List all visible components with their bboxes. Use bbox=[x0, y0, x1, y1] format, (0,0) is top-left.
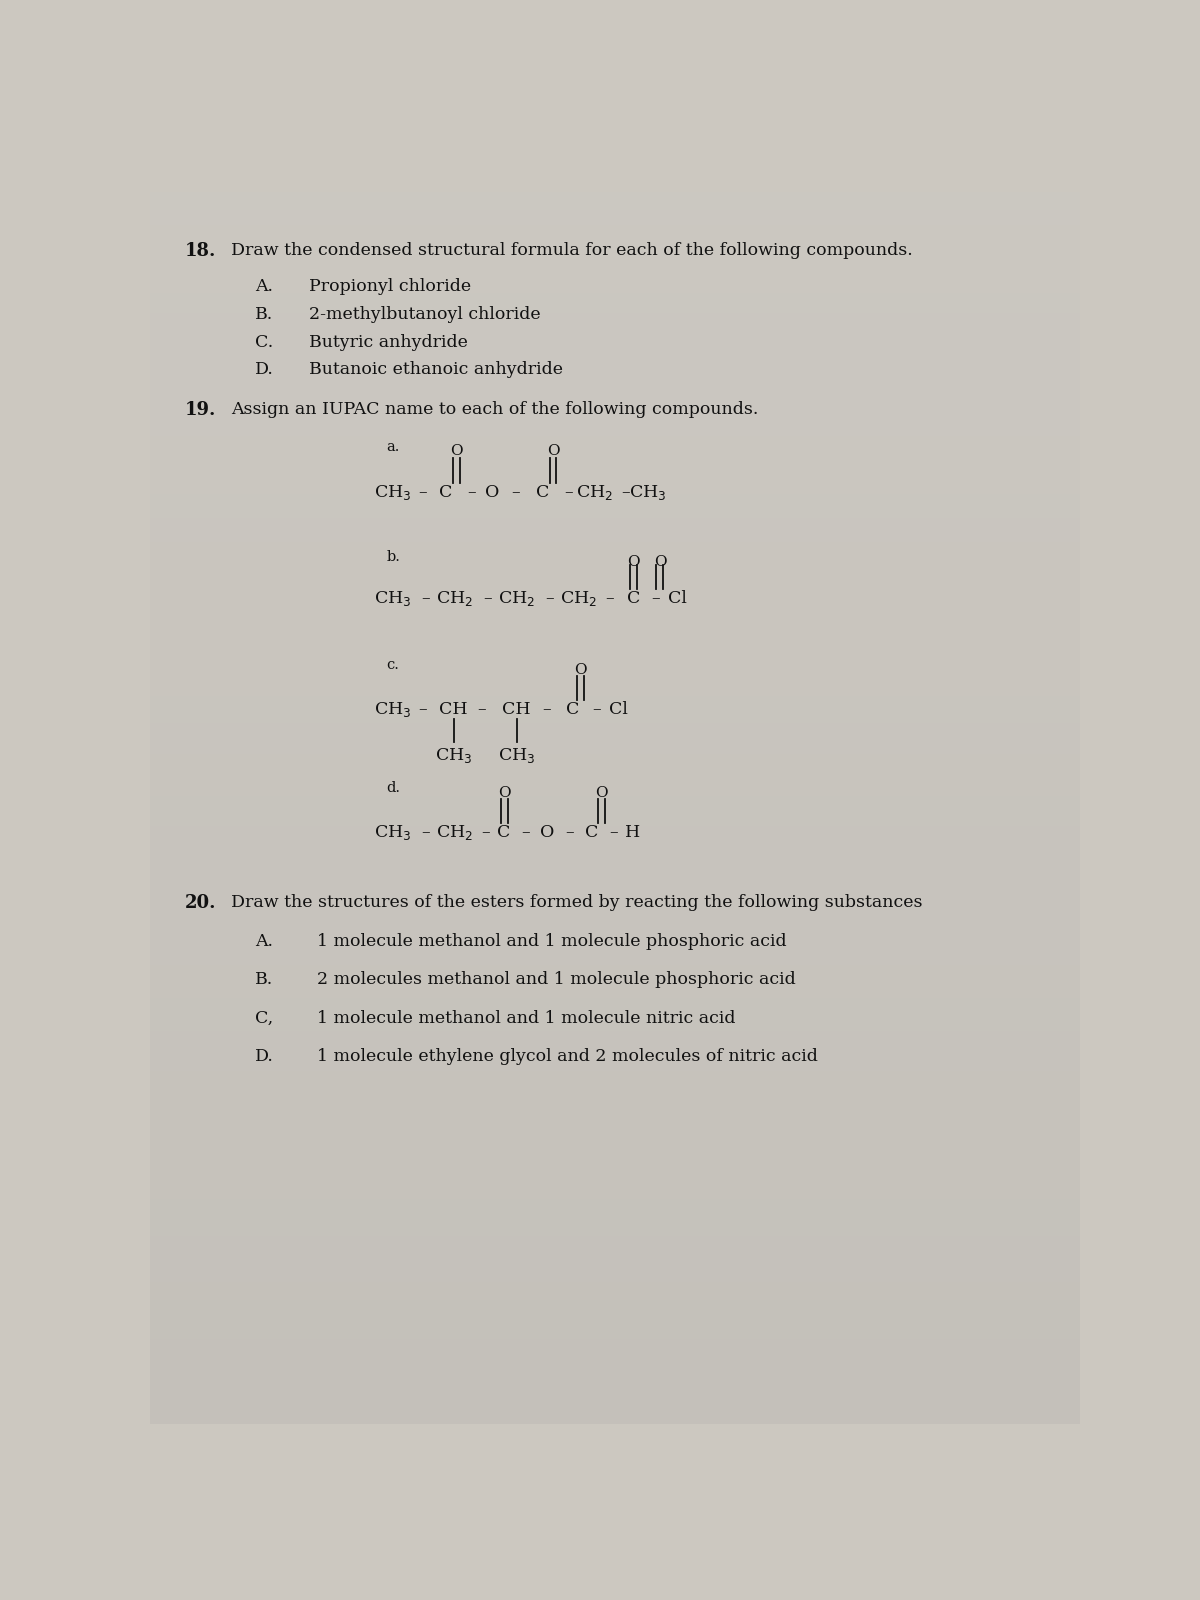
Text: 20.: 20. bbox=[185, 894, 216, 912]
Text: C: C bbox=[536, 483, 550, 501]
Text: –: – bbox=[467, 483, 476, 501]
Text: –: – bbox=[421, 824, 430, 842]
Text: –: – bbox=[419, 701, 427, 718]
Text: Draw the condensed structural formula for each of the following compounds.: Draw the condensed structural formula fo… bbox=[232, 242, 913, 259]
Text: –: – bbox=[511, 483, 520, 501]
Text: –: – bbox=[620, 483, 629, 501]
Text: CH$_2$: CH$_2$ bbox=[498, 589, 535, 608]
Text: A.: A. bbox=[254, 933, 272, 950]
Text: –: – bbox=[482, 590, 492, 606]
Text: CH$_2$: CH$_2$ bbox=[560, 589, 598, 608]
Text: –: – bbox=[545, 590, 553, 606]
Text: –: – bbox=[478, 701, 486, 718]
Text: 1 molecule ethylene glycol and 2 molecules of nitric acid: 1 molecule ethylene glycol and 2 molecul… bbox=[317, 1048, 817, 1066]
Text: Butyric anhydride: Butyric anhydride bbox=[308, 334, 468, 350]
Text: –: – bbox=[650, 590, 660, 606]
Text: CH$_3$: CH$_3$ bbox=[498, 746, 535, 765]
Text: 2 molecules methanol and 1 molecule phosphoric acid: 2 molecules methanol and 1 molecule phos… bbox=[317, 971, 796, 989]
Text: d.: d. bbox=[386, 781, 401, 795]
Text: –: – bbox=[610, 824, 618, 842]
Text: 1 molecule methanol and 1 molecule phosphoric acid: 1 molecule methanol and 1 molecule phosp… bbox=[317, 933, 786, 950]
Text: 19.: 19. bbox=[185, 402, 216, 419]
Text: CH$_3$: CH$_3$ bbox=[374, 822, 412, 842]
Text: –: – bbox=[592, 701, 601, 718]
Text: –: – bbox=[542, 701, 551, 718]
Text: –: – bbox=[421, 590, 430, 606]
Text: O: O bbox=[595, 786, 607, 800]
Text: CH$_2$: CH$_2$ bbox=[576, 483, 613, 502]
Text: –: – bbox=[605, 590, 614, 606]
Text: O: O bbox=[547, 443, 559, 458]
Text: Assign an IUPAC name to each of the following compounds.: Assign an IUPAC name to each of the foll… bbox=[232, 402, 758, 419]
Text: O: O bbox=[574, 662, 587, 677]
Text: C: C bbox=[498, 824, 511, 842]
Text: C,: C, bbox=[254, 1010, 272, 1027]
Text: CH$_2$: CH$_2$ bbox=[436, 822, 473, 842]
Text: O: O bbox=[654, 555, 666, 570]
Text: c.: c. bbox=[386, 658, 400, 672]
Text: –: – bbox=[522, 824, 530, 842]
Text: Butanoic ethanoic anhydride: Butanoic ethanoic anhydride bbox=[308, 362, 563, 378]
Text: Cl: Cl bbox=[667, 590, 686, 606]
Text: –: – bbox=[481, 824, 490, 842]
Text: D.: D. bbox=[254, 1048, 274, 1066]
Text: O: O bbox=[498, 786, 510, 800]
Text: B.: B. bbox=[254, 971, 272, 989]
Text: CH: CH bbox=[439, 701, 468, 718]
Text: D.: D. bbox=[254, 362, 274, 378]
Text: CH$_3$: CH$_3$ bbox=[436, 746, 473, 765]
Text: 2-methylbutanoyl chloride: 2-methylbutanoyl chloride bbox=[308, 306, 540, 323]
Text: Draw the structures of the esters formed by reacting the following substances: Draw the structures of the esters formed… bbox=[232, 894, 923, 912]
Text: CH$_3$: CH$_3$ bbox=[374, 699, 412, 718]
Text: CH$_3$: CH$_3$ bbox=[374, 483, 412, 502]
Text: a.: a. bbox=[386, 440, 400, 454]
Text: CH$_2$: CH$_2$ bbox=[436, 589, 473, 608]
Text: O: O bbox=[628, 555, 640, 570]
Text: Cl: Cl bbox=[610, 701, 629, 718]
Text: 18.: 18. bbox=[185, 242, 216, 261]
Text: O: O bbox=[540, 824, 554, 842]
Text: C: C bbox=[565, 701, 580, 718]
Text: B.: B. bbox=[254, 306, 272, 323]
Text: CH: CH bbox=[503, 701, 530, 718]
Text: –: – bbox=[419, 483, 427, 501]
Text: –: – bbox=[565, 824, 575, 842]
Text: CH$_3$: CH$_3$ bbox=[629, 483, 666, 502]
Text: C: C bbox=[438, 483, 452, 501]
Text: A.: A. bbox=[254, 278, 272, 296]
Text: O: O bbox=[485, 483, 499, 501]
Text: –: – bbox=[564, 483, 572, 501]
Text: Propionyl chloride: Propionyl chloride bbox=[308, 278, 470, 296]
Text: C: C bbox=[586, 824, 599, 842]
Text: 1 molecule methanol and 1 molecule nitric acid: 1 molecule methanol and 1 molecule nitri… bbox=[317, 1010, 736, 1027]
Text: H: H bbox=[625, 824, 641, 842]
Text: C.: C. bbox=[254, 334, 272, 350]
Text: CH$_3$: CH$_3$ bbox=[374, 589, 412, 608]
Text: C: C bbox=[626, 590, 641, 606]
Text: O: O bbox=[450, 443, 462, 458]
Text: b.: b. bbox=[386, 550, 401, 565]
